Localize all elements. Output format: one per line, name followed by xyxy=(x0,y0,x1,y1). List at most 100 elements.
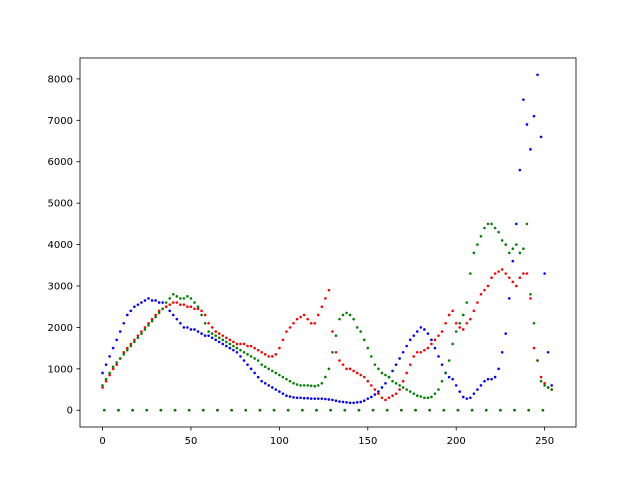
point xyxy=(143,326,147,329)
point xyxy=(447,313,451,317)
point xyxy=(168,297,172,300)
point xyxy=(143,299,147,302)
y-tick-label: 3000 xyxy=(48,281,73,292)
point xyxy=(359,400,363,404)
point xyxy=(345,367,348,371)
point xyxy=(423,328,426,331)
point xyxy=(115,338,118,342)
point xyxy=(507,297,511,300)
point xyxy=(419,395,423,398)
point xyxy=(249,355,253,358)
point xyxy=(470,408,474,412)
point xyxy=(242,359,246,362)
point xyxy=(274,388,278,391)
point xyxy=(249,344,253,348)
point xyxy=(221,342,225,346)
x-tick-label: 200 xyxy=(447,436,466,447)
point xyxy=(405,388,408,391)
point xyxy=(299,396,302,400)
point xyxy=(187,408,191,412)
point xyxy=(154,313,157,317)
point xyxy=(437,388,440,391)
point xyxy=(338,317,341,321)
point xyxy=(357,408,361,412)
point xyxy=(228,338,232,342)
point xyxy=(200,309,203,313)
point xyxy=(253,357,256,360)
point xyxy=(200,313,203,317)
point xyxy=(437,355,440,358)
point xyxy=(115,361,118,364)
point xyxy=(472,309,476,313)
point xyxy=(373,388,377,391)
point xyxy=(451,342,454,346)
point xyxy=(550,388,553,391)
point xyxy=(384,373,387,377)
x-tick-label: 0 xyxy=(99,436,105,447)
point xyxy=(405,344,408,348)
point xyxy=(302,384,306,387)
point xyxy=(115,363,118,366)
point xyxy=(306,396,309,400)
point xyxy=(546,386,550,389)
point xyxy=(430,342,433,346)
point xyxy=(412,355,416,358)
point xyxy=(129,309,133,313)
point xyxy=(253,346,256,350)
point xyxy=(302,313,306,317)
point xyxy=(529,292,532,296)
point xyxy=(394,363,398,366)
point xyxy=(518,276,522,280)
point xyxy=(504,272,508,275)
point xyxy=(529,297,532,300)
point xyxy=(210,336,214,340)
y-tick-label: 5000 xyxy=(48,199,73,210)
point xyxy=(437,334,440,337)
point xyxy=(518,168,522,172)
point xyxy=(217,340,221,344)
point xyxy=(104,379,108,383)
point xyxy=(217,336,221,340)
point xyxy=(384,382,387,385)
point xyxy=(186,326,189,329)
point xyxy=(469,396,472,400)
point xyxy=(370,355,373,358)
point xyxy=(126,346,129,350)
point xyxy=(400,408,403,412)
point xyxy=(207,334,210,337)
point xyxy=(196,307,200,311)
point xyxy=(373,363,377,366)
point xyxy=(164,301,168,304)
point xyxy=(483,379,486,383)
point xyxy=(302,396,306,400)
point xyxy=(133,338,136,342)
point xyxy=(295,396,299,400)
point xyxy=(258,408,262,412)
point xyxy=(391,394,394,398)
point xyxy=(387,396,391,400)
point xyxy=(334,334,338,337)
point xyxy=(493,226,497,230)
point xyxy=(415,394,419,398)
point xyxy=(522,272,525,275)
point xyxy=(210,326,214,329)
point xyxy=(154,315,157,319)
point xyxy=(295,383,299,386)
point xyxy=(256,348,260,352)
point xyxy=(377,367,380,371)
point xyxy=(196,305,200,308)
point xyxy=(203,334,207,337)
point xyxy=(550,384,553,387)
point xyxy=(147,324,150,327)
plot-area xyxy=(101,73,553,412)
point xyxy=(246,344,249,348)
point xyxy=(490,377,493,381)
point xyxy=(118,357,122,360)
point xyxy=(161,307,164,311)
point xyxy=(331,350,334,354)
y-tick-label: 1000 xyxy=(48,364,73,375)
point xyxy=(352,401,355,405)
point xyxy=(447,375,451,379)
point xyxy=(504,243,508,246)
